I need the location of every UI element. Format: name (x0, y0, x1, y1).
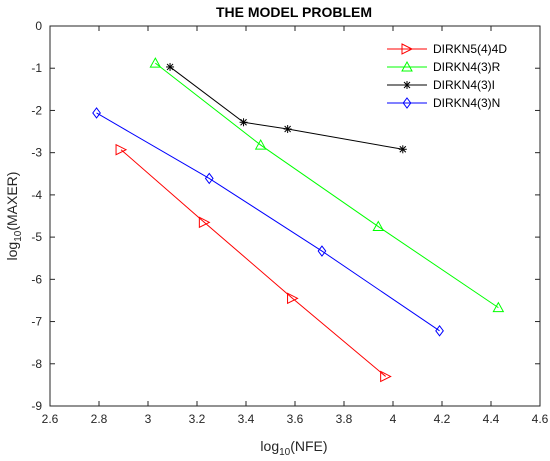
marker-triangle-up (401, 60, 413, 72)
legend-item-dirkn4-3-i: DIRKN4(3)I (387, 78, 495, 92)
marker-diamond (92, 107, 101, 119)
marker-asterisk-d2 (399, 145, 407, 153)
data-point-dirkn5-4-4d (287, 292, 299, 305)
y-tick-label: -5 (31, 230, 42, 244)
marker-triangle-right (380, 370, 392, 383)
marker-triangle-right (115, 143, 128, 156)
x-tick-label: 3.8 (336, 412, 353, 426)
marker-triangle-right (401, 43, 414, 55)
x-tick-label: 3.4 (238, 412, 255, 426)
marker-triangle-up (372, 220, 385, 232)
y-tick-label: -8 (31, 357, 42, 371)
marker-triangle-right (287, 292, 299, 305)
x-axis-title-base: log (260, 438, 279, 454)
data-point-dirkn4-3-n (435, 325, 444, 337)
data-point-dirkn5-4-4d (115, 143, 128, 156)
data-point-dirkn4-3-n (204, 172, 214, 185)
data-point-dirkn4-3-r (372, 220, 385, 232)
y-axis-title-base: log (4, 242, 20, 261)
plot-frame (49, 25, 541, 407)
legend-label: DIRKN5(4)4D (433, 42, 507, 56)
series-line-dirkn4-3-r (155, 62, 499, 309)
legend-label: DIRKN4(3)N (433, 96, 500, 110)
x-tick-label: 4 (390, 412, 397, 426)
x-axis-title: log10(NFE) (260, 438, 327, 458)
y-axis-title: log10(MAXER) (4, 172, 24, 261)
marker-diamond (317, 245, 327, 257)
series-dirkn4-3-i (166, 62, 407, 154)
x-tick-label: 2.8 (91, 412, 108, 426)
legend-marker (402, 97, 412, 109)
marker-diamond (402, 97, 412, 109)
data-point-dirkn4-3-r (149, 57, 162, 68)
marker-asterisk-d2 (166, 63, 174, 71)
y-axis-ticks: 0 -1 -2 -3 -4 -5 -6 -7 -8 -9 (31, 19, 540, 413)
marker-diamond (435, 325, 444, 337)
marker-asterisk-d2 (240, 118, 247, 126)
data-point-dirkn4-3-i (166, 62, 175, 71)
y-tick-label: -4 (31, 188, 42, 202)
series-dirkn4-3-r (149, 57, 505, 313)
data-point-dirkn4-3-i (398, 145, 407, 154)
data-point-dirkn4-3-i (239, 118, 248, 127)
y-tick-label: -7 (31, 315, 42, 329)
data-point-dirkn4-3-i (283, 125, 292, 134)
series-dirkn5-4-4d (115, 143, 392, 383)
marker-asterisk-d2 (284, 125, 292, 133)
y-tick-label: -3 (31, 146, 42, 160)
legend-label: DIRKN4(3)I (433, 78, 495, 92)
marker-triangle-up (254, 139, 267, 150)
legend-marker (401, 60, 413, 72)
marker-asterisk-d2 (403, 81, 411, 89)
data-point-dirkn4-3-r (254, 139, 267, 150)
x-tick-label: 3.2 (189, 412, 206, 426)
series-line-dirkn4-3-i (169, 66, 403, 150)
data-point-dirkn4-3-n (92, 107, 101, 119)
y-tick-label: -9 (31, 399, 42, 413)
y-tick-label: -1 (31, 61, 42, 75)
x-tick-label: 3.6 (287, 412, 304, 426)
y-axis-title-rest: (MAXER) (4, 172, 20, 231)
x-tick-label: 4.4 (483, 412, 500, 426)
legend: DIRKN5(4)4D DIRKN4(3)R DIRKN4(3)I DIRKN4(3)… (382, 37, 528, 119)
legend-item-dirkn4-3-r: DIRKN4(3)R (387, 60, 501, 74)
x-tick-label: 4.6 (532, 412, 549, 426)
data-point-dirkn4-3-r (492, 301, 505, 313)
legend-label: DIRKN4(3)R (433, 60, 501, 74)
marker-triangle-up (149, 57, 162, 68)
series-line-dirkn4-3-n (96, 112, 440, 332)
series-dirkn4-3-n (92, 107, 444, 337)
chart-title: THE MODEL PROBLEM (216, 4, 372, 20)
marker-triangle-right (198, 216, 211, 229)
series-line-dirkn5-4-4d (120, 149, 386, 377)
y-tick-label: -6 (31, 272, 42, 286)
x-axis-title-rest: (NFE) (290, 438, 327, 454)
legend-marker (403, 81, 411, 89)
legend-marker (401, 43, 414, 55)
data-point-dirkn5-4-4d (198, 216, 211, 229)
y-tick-label: -2 (31, 103, 42, 117)
marker-triangle-up (492, 301, 505, 313)
x-tick-label: 4.2 (434, 412, 451, 426)
data-point-dirkn5-4-4d (380, 370, 392, 383)
legend-item-dirkn4-3-n: DIRKN4(3)N (387, 96, 500, 110)
x-axis-ticks: 2.6 2.8 3 3.2 3.4 3.6 3.8 4 4.2 4.4 4.6 (42, 26, 549, 426)
marker-diamond (204, 172, 214, 185)
y-tick-label: 0 (35, 19, 42, 33)
legend-item-dirkn5-4-4d: DIRKN5(4)4D (387, 42, 507, 56)
x-tick-label: 2.6 (42, 412, 59, 426)
x-tick-label: 3 (145, 412, 152, 426)
series-layer (92, 57, 505, 383)
x-axis-title-sub: 10 (279, 447, 291, 458)
data-point-dirkn4-3-n (317, 245, 327, 257)
y-axis-title-sub: 10 (13, 230, 24, 242)
